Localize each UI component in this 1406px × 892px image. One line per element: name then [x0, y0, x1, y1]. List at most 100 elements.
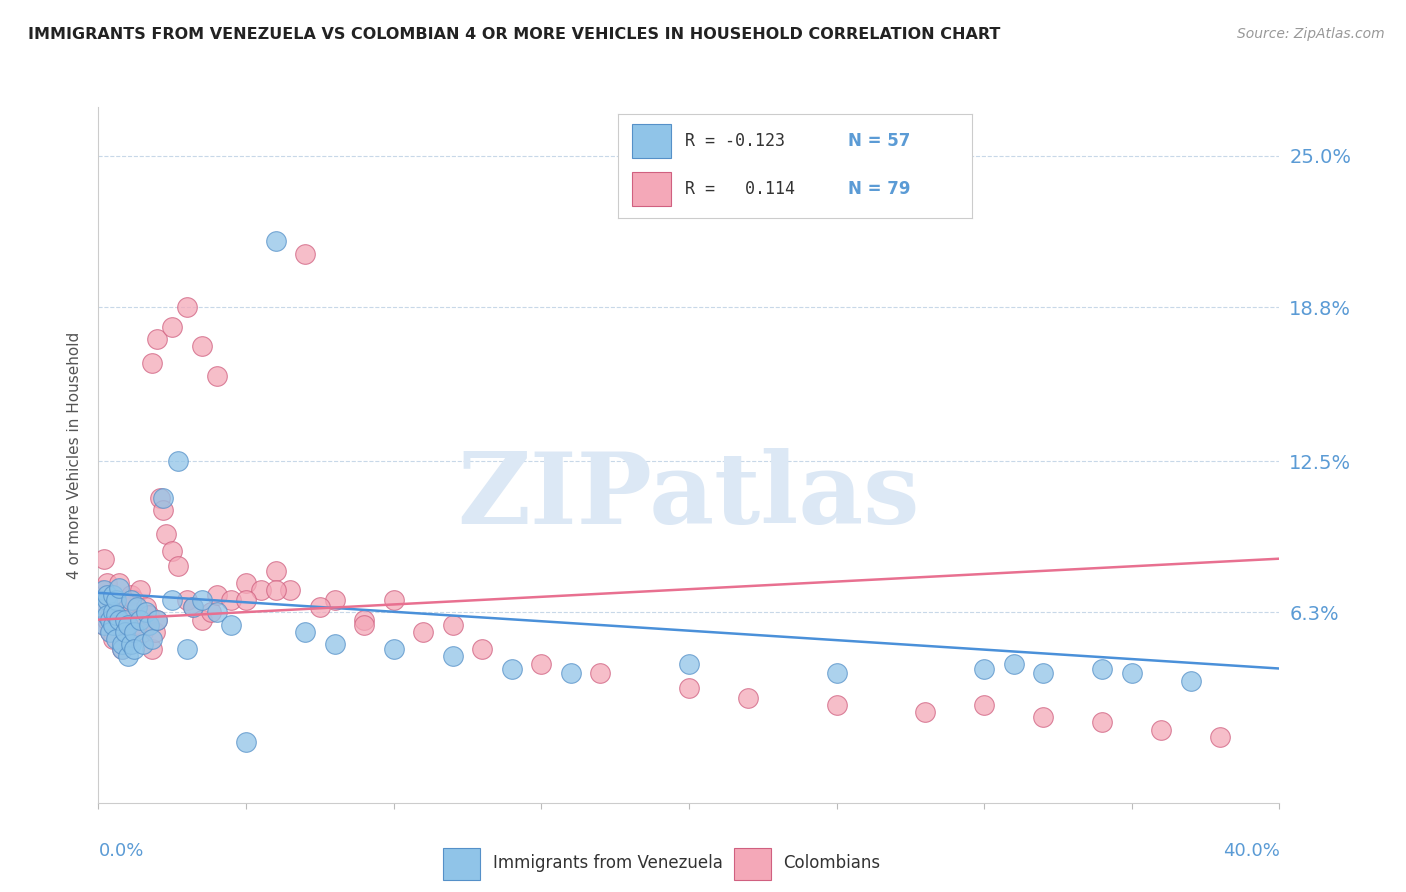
Point: [103, 617, 125, 632]
Point: [973, 661, 995, 675]
Point: [737, 690, 759, 705]
Point: [441, 617, 464, 632]
Point: [973, 698, 995, 713]
Point: [105, 632, 128, 647]
Point: [128, 583, 150, 598]
Point: [103, 632, 125, 647]
Point: [191, 339, 214, 353]
Point: [471, 642, 494, 657]
Point: [93, 551, 115, 566]
Text: ZIPatlas: ZIPatlas: [458, 448, 920, 545]
Point: [146, 613, 169, 627]
Text: 40.0%: 40.0%: [1223, 842, 1279, 860]
Point: [294, 624, 316, 639]
Point: [103, 588, 125, 602]
Point: [176, 300, 198, 314]
Point: [122, 642, 145, 657]
Point: [181, 600, 204, 615]
Point: [678, 681, 700, 695]
Point: [96, 588, 118, 602]
Point: [117, 649, 139, 664]
Point: [117, 600, 139, 615]
Point: [309, 600, 332, 615]
Point: [205, 368, 228, 383]
Point: [122, 624, 145, 639]
Point: [264, 583, 287, 598]
Point: [132, 637, 155, 651]
Point: [219, 617, 242, 632]
Point: [105, 593, 128, 607]
Text: IMMIGRANTS FROM VENEZUELA VS COLOMBIAN 4 OR MORE VEHICLES IN HOUSEHOLD CORRELATI: IMMIGRANTS FROM VENEZUELA VS COLOMBIAN 4…: [28, 27, 1001, 42]
Point: [235, 576, 257, 591]
Point: [176, 642, 198, 657]
Point: [589, 666, 612, 681]
Point: [138, 607, 160, 622]
Point: [152, 491, 174, 505]
Point: [181, 600, 204, 615]
Point: [111, 637, 134, 651]
Point: [122, 617, 145, 632]
Point: [103, 600, 125, 615]
Point: [278, 583, 302, 598]
Point: [1032, 666, 1054, 681]
Point: [103, 588, 125, 602]
Point: [122, 593, 145, 607]
Point: [138, 617, 160, 632]
Point: [825, 698, 848, 713]
Point: [111, 642, 134, 657]
Point: [560, 666, 582, 681]
Point: [108, 581, 131, 595]
Point: [90, 600, 112, 615]
Point: [111, 642, 134, 657]
Point: [146, 613, 169, 627]
Point: [162, 593, 183, 607]
Point: [96, 576, 118, 591]
Bar: [633, 125, 671, 158]
Point: [93, 617, 115, 632]
Point: [96, 593, 118, 607]
Point: [135, 606, 157, 620]
Point: [120, 588, 142, 602]
Point: [264, 564, 287, 578]
Point: [98, 624, 121, 639]
Point: [96, 613, 118, 627]
Text: Colombians: Colombians: [783, 854, 880, 872]
Point: [1091, 661, 1114, 675]
Point: [1180, 673, 1202, 688]
Text: Immigrants from Venezuela: Immigrants from Venezuela: [492, 854, 723, 872]
Point: [1121, 666, 1143, 681]
Point: [128, 613, 150, 627]
Point: [1150, 723, 1173, 737]
Point: [90, 593, 112, 607]
Point: [120, 593, 142, 607]
Point: [111, 607, 134, 622]
Point: [114, 624, 136, 639]
Point: [114, 613, 136, 627]
Point: [125, 613, 148, 627]
Bar: [443, 848, 481, 880]
Point: [219, 593, 242, 607]
Y-axis label: 4 or more Vehicles in Household: 4 or more Vehicles in Household: [67, 331, 83, 579]
Point: [141, 632, 163, 647]
Point: [117, 632, 139, 647]
Bar: [734, 848, 770, 880]
Text: N = 57: N = 57: [848, 132, 911, 150]
Point: [323, 593, 346, 607]
Point: [167, 454, 190, 468]
Point: [103, 606, 125, 620]
Point: [114, 613, 136, 627]
Point: [235, 735, 257, 749]
Point: [205, 606, 228, 620]
Point: [155, 527, 177, 541]
Point: [105, 607, 128, 622]
Point: [135, 600, 157, 615]
Point: [323, 637, 346, 651]
Text: N = 79: N = 79: [848, 180, 911, 198]
Text: 0.0%: 0.0%: [98, 842, 143, 860]
Point: [117, 617, 139, 632]
Point: [167, 559, 190, 574]
Point: [176, 593, 198, 607]
Point: [108, 613, 131, 627]
Point: [235, 593, 257, 607]
Point: [412, 624, 434, 639]
